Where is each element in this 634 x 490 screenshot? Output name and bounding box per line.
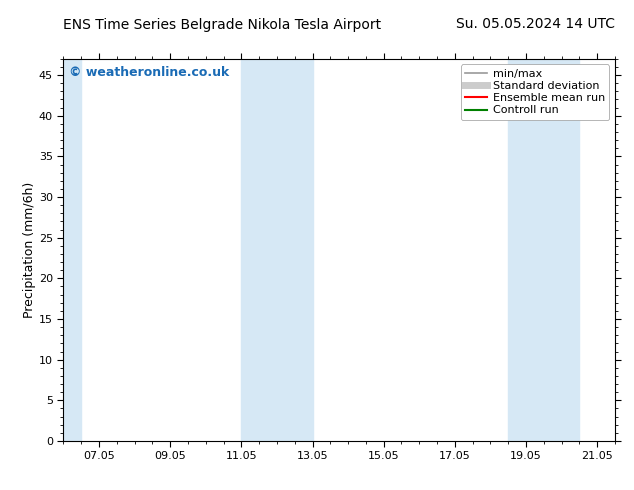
Bar xyxy=(242,59,313,441)
Text: © weatheronline.co.uk: © weatheronline.co.uk xyxy=(69,67,229,79)
Legend: min/max, Standard deviation, Ensemble mean run, Controll run: min/max, Standard deviation, Ensemble me… xyxy=(460,64,609,120)
Bar xyxy=(508,59,579,441)
Text: Su. 05.05.2024 14 UTC: Su. 05.05.2024 14 UTC xyxy=(456,18,615,31)
Bar xyxy=(63,59,81,441)
Y-axis label: Precipitation (mm/6h): Precipitation (mm/6h) xyxy=(23,182,36,318)
Text: ENS Time Series Belgrade Nikola Tesla Airport: ENS Time Series Belgrade Nikola Tesla Ai… xyxy=(63,18,382,31)
